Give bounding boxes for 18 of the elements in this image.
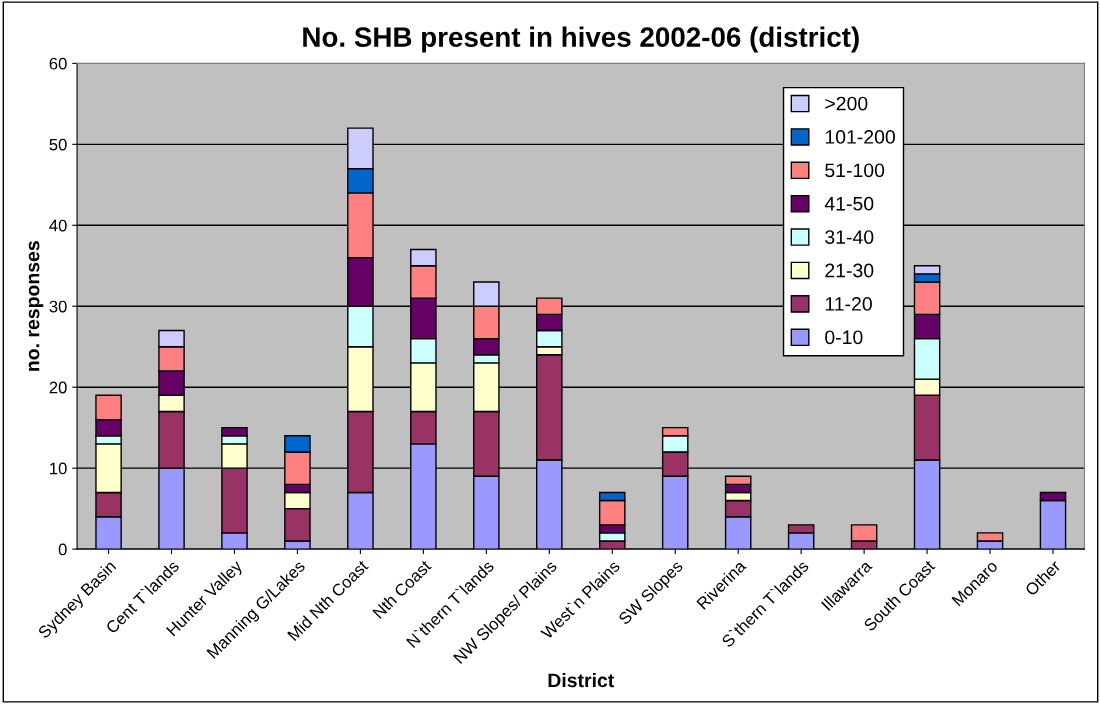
- chart-title: No. SHB present in hives 2002-06 (district): [303, 26, 859, 53]
- y-tick-label: 60: [49, 57, 67, 70]
- legend-label: 31-40: [825, 230, 874, 244]
- legend-label: >200: [825, 96, 868, 111]
- y-tick-label: 0: [58, 543, 67, 556]
- legend-label: 21-30: [825, 263, 874, 278]
- legend-label: 51-100: [825, 163, 885, 178]
- y-tick-label: 40: [49, 219, 67, 232]
- x-axis-title: District: [548, 672, 615, 688]
- legend-label: 11-20: [825, 297, 872, 311]
- y-axis-title: no. responses: [28, 241, 44, 371]
- y-tick-label: 10: [50, 462, 67, 475]
- y-tick-label: 20: [49, 381, 67, 394]
- legend-label: 101-200: [825, 130, 895, 144]
- y-tick-label: 50: [49, 138, 67, 151]
- y-tick-label: 30: [49, 300, 67, 313]
- legend-label: 0-10: [825, 330, 863, 345]
- legend-label: 41-50: [824, 196, 874, 211]
